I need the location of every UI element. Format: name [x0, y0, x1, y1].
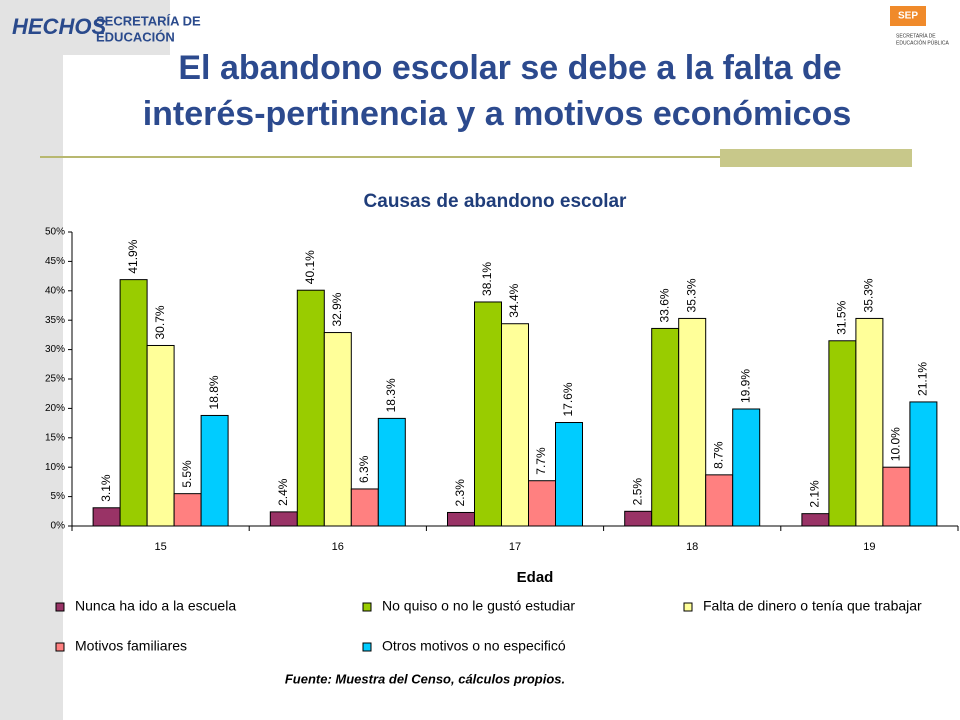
- legend-swatch: [55, 642, 65, 652]
- logo-right: SEP: [898, 11, 918, 22]
- bar: [732, 408, 761, 527]
- bar: [296, 289, 325, 527]
- data-label: 33.6%: [657, 288, 671, 322]
- y-tick-label: 20%: [45, 403, 65, 414]
- logo-right: EDUCACIÓN PÚBLICA: [896, 39, 949, 46]
- data-label: 31.5%: [835, 300, 849, 334]
- bar: [909, 401, 938, 527]
- y-tick-label: 45%: [45, 256, 65, 267]
- y-tick-label: 25%: [45, 374, 65, 385]
- data-label: 19.9%: [738, 369, 752, 403]
- legend-label: Nunca ha ido a la escuela: [75, 598, 236, 614]
- x-tick-label: 15: [154, 541, 166, 553]
- data-label: 5.5%: [180, 460, 194, 488]
- legend-swatch: [362, 602, 372, 612]
- data-label: 2.1%: [808, 480, 822, 508]
- data-label: 3.1%: [99, 474, 113, 502]
- rule-block: [720, 149, 912, 167]
- bar: [528, 480, 556, 527]
- side-strip: [0, 0, 63, 720]
- slide-title: interés-pertinencia y a motivos económic…: [143, 95, 852, 133]
- x-tick-label: 18: [686, 541, 698, 553]
- bar: [855, 317, 884, 527]
- bar: [474, 301, 502, 527]
- bar: [323, 332, 352, 527]
- legend-swatch: [55, 602, 65, 612]
- data-label: 35.3%: [862, 278, 876, 312]
- bar: [377, 417, 406, 527]
- data-label: 7.7%: [534, 447, 548, 475]
- y-tick-label: 40%: [45, 285, 65, 296]
- data-label: 18.3%: [384, 378, 398, 412]
- x-tick-label: 19: [863, 541, 875, 553]
- data-label: 8.7%: [711, 441, 725, 469]
- bar: [269, 511, 298, 527]
- bar: [651, 327, 680, 527]
- bar: [146, 344, 175, 527]
- legend-swatch: [362, 642, 372, 652]
- y-tick-label: 5%: [51, 491, 66, 502]
- bar: [447, 511, 475, 527]
- logo-box: [890, 6, 926, 26]
- legend-label: Otros motivos o no especificó: [382, 638, 566, 654]
- logo-left: HECHOS: [12, 14, 106, 39]
- data-label: 40.1%: [303, 250, 317, 284]
- legend-label: Falta de dinero o tenía que trabajar: [703, 598, 922, 614]
- bar: [173, 493, 202, 527]
- data-label: 35.3%: [684, 278, 698, 312]
- x-axis-title: Edad: [517, 569, 554, 586]
- data-label: 17.6%: [561, 382, 575, 416]
- logo-band: [0, 0, 170, 55]
- bar: [705, 474, 734, 527]
- source-note: Fuente: Muestra del Censo, cálculos prop…: [285, 671, 565, 686]
- bar: [200, 414, 229, 527]
- logo-left: SECRETARÍA DE: [96, 13, 201, 28]
- y-tick-label: 0%: [51, 521, 66, 532]
- legend-swatch: [683, 602, 693, 612]
- bar: [882, 466, 911, 527]
- y-tick-label: 15%: [45, 432, 65, 443]
- bar: [801, 513, 830, 527]
- chart-title: Causas de abandono escolar: [364, 191, 628, 212]
- x-tick-label: 16: [332, 541, 344, 553]
- data-label: 2.3%: [453, 479, 467, 507]
- logo-right: SECRETARÍA DE: [896, 32, 936, 39]
- logo-left: EDUCACIÓN: [96, 29, 175, 44]
- bar: [678, 317, 707, 527]
- y-tick-label: 50%: [45, 227, 65, 238]
- data-label: 18.8%: [207, 375, 221, 409]
- data-label: 30.7%: [153, 305, 167, 339]
- bar: [555, 422, 583, 527]
- data-label: 32.9%: [330, 292, 344, 326]
- data-label: 10.0%: [889, 427, 903, 461]
- bar: [119, 279, 148, 527]
- data-label: 21.1%: [916, 362, 930, 396]
- bar: [92, 507, 121, 527]
- data-label: 6.3%: [357, 455, 371, 483]
- slide-title: El abandono escolar se debe a la falta d…: [178, 49, 841, 87]
- bar: [828, 340, 857, 527]
- data-label: 2.5%: [630, 478, 644, 506]
- x-tick-label: 17: [509, 541, 521, 553]
- bar: [501, 323, 529, 527]
- data-label: 41.9%: [126, 239, 140, 273]
- legend-label: Motivos familiares: [75, 638, 187, 654]
- y-tick-label: 35%: [45, 315, 65, 326]
- legend-label: No quiso o no le gustó estudiar: [382, 598, 575, 614]
- y-tick-label: 10%: [45, 462, 65, 473]
- data-label: 38.1%: [480, 262, 494, 296]
- data-label: 34.4%: [507, 283, 521, 317]
- bar: [624, 510, 653, 527]
- bar: [350, 488, 379, 527]
- data-label: 2.4%: [276, 478, 290, 506]
- y-tick-label: 30%: [45, 344, 65, 355]
